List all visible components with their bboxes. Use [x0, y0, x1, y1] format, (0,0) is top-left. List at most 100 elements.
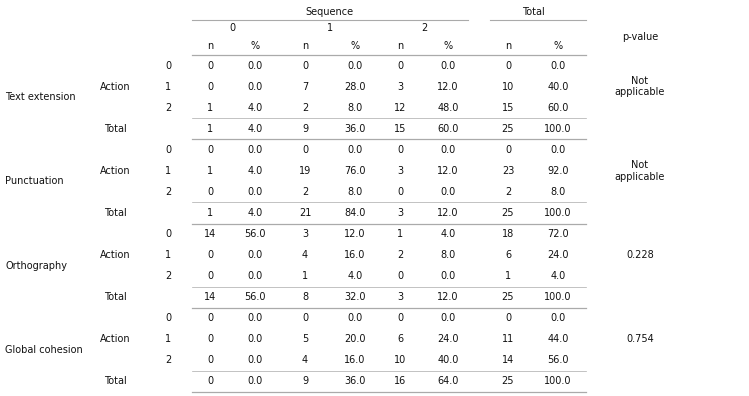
- Text: 0.0: 0.0: [247, 334, 263, 345]
- Text: 0.0: 0.0: [247, 187, 263, 197]
- Text: 2: 2: [302, 187, 308, 197]
- Text: 72.0: 72.0: [548, 229, 568, 239]
- Text: p-value: p-value: [622, 32, 658, 42]
- Text: Not
applicable: Not applicable: [615, 76, 665, 97]
- Text: 0: 0: [207, 82, 213, 91]
- Text: 0: 0: [207, 334, 213, 345]
- Text: 8.0: 8.0: [551, 187, 565, 197]
- Text: 0: 0: [505, 145, 511, 155]
- Text: 92.0: 92.0: [548, 166, 568, 176]
- Text: 11: 11: [502, 334, 514, 345]
- Text: 12.0: 12.0: [437, 208, 458, 218]
- Text: 4.0: 4.0: [247, 124, 263, 134]
- Text: 0: 0: [207, 313, 213, 323]
- Text: 0.0: 0.0: [440, 187, 455, 197]
- Text: 12: 12: [394, 103, 406, 112]
- Text: Sequence: Sequence: [305, 7, 353, 17]
- Text: 4.0: 4.0: [440, 229, 455, 239]
- Text: 0.228: 0.228: [626, 250, 654, 260]
- Text: %: %: [351, 41, 360, 51]
- Text: 4.0: 4.0: [247, 208, 263, 218]
- Text: 18: 18: [502, 229, 514, 239]
- Text: 7: 7: [302, 82, 308, 91]
- Text: Total: Total: [103, 124, 127, 134]
- Text: 4.0: 4.0: [247, 103, 263, 112]
- Text: Orthography: Orthography: [5, 261, 67, 270]
- Text: 1: 1: [165, 166, 171, 176]
- Text: 1: 1: [207, 166, 213, 176]
- Text: 40.0: 40.0: [437, 355, 458, 366]
- Text: 60.0: 60.0: [548, 103, 568, 112]
- Text: 0.0: 0.0: [247, 313, 263, 323]
- Text: 4: 4: [302, 250, 308, 260]
- Text: 16.0: 16.0: [345, 250, 366, 260]
- Text: 8.0: 8.0: [348, 187, 363, 197]
- Text: n: n: [302, 41, 308, 51]
- Text: 2: 2: [302, 103, 308, 112]
- Text: %: %: [250, 41, 260, 51]
- Text: 23: 23: [502, 166, 514, 176]
- Text: 25: 25: [502, 208, 515, 218]
- Text: 21: 21: [299, 208, 311, 218]
- Text: 0: 0: [397, 61, 403, 70]
- Text: 2: 2: [165, 103, 171, 112]
- Text: 0: 0: [229, 23, 236, 33]
- Text: 1: 1: [207, 124, 213, 134]
- Text: 25: 25: [502, 124, 515, 134]
- Text: 56.0: 56.0: [244, 292, 266, 302]
- Text: n: n: [505, 41, 511, 51]
- Text: Action: Action: [100, 82, 130, 91]
- Text: 1: 1: [165, 334, 171, 345]
- Text: 14: 14: [502, 355, 514, 366]
- Text: 0: 0: [302, 145, 308, 155]
- Text: 12.0: 12.0: [345, 229, 366, 239]
- Text: 84.0: 84.0: [345, 208, 366, 218]
- Text: 6: 6: [397, 334, 403, 345]
- Text: 0: 0: [165, 313, 171, 323]
- Text: 24.0: 24.0: [437, 334, 458, 345]
- Text: 0: 0: [207, 355, 213, 366]
- Text: 40.0: 40.0: [548, 82, 568, 91]
- Text: 56.0: 56.0: [244, 229, 266, 239]
- Text: Action: Action: [100, 166, 130, 176]
- Text: 3: 3: [397, 82, 403, 91]
- Text: 8: 8: [302, 292, 308, 302]
- Text: 8.0: 8.0: [348, 103, 363, 112]
- Text: 76.0: 76.0: [345, 166, 366, 176]
- Text: 0: 0: [207, 377, 213, 386]
- Text: Action: Action: [100, 334, 130, 345]
- Text: 0: 0: [207, 250, 213, 260]
- Text: 0: 0: [302, 61, 308, 70]
- Text: 1: 1: [165, 82, 171, 91]
- Text: 0: 0: [505, 61, 511, 70]
- Text: 0.0: 0.0: [551, 61, 565, 70]
- Text: 0: 0: [165, 229, 171, 239]
- Text: %: %: [554, 41, 562, 51]
- Text: 28.0: 28.0: [345, 82, 366, 91]
- Text: 10: 10: [502, 82, 514, 91]
- Text: 4.0: 4.0: [551, 271, 565, 281]
- Text: 0: 0: [207, 145, 213, 155]
- Text: 0.0: 0.0: [440, 271, 455, 281]
- Text: 20.0: 20.0: [345, 334, 366, 345]
- Text: 4.0: 4.0: [348, 271, 363, 281]
- Text: 100.0: 100.0: [545, 208, 571, 218]
- Text: 1: 1: [165, 250, 171, 260]
- Text: 0: 0: [207, 271, 213, 281]
- Text: 1: 1: [397, 229, 403, 239]
- Text: 6: 6: [505, 250, 511, 260]
- Text: 12.0: 12.0: [437, 166, 458, 176]
- Text: 0.0: 0.0: [247, 61, 263, 70]
- Text: 15: 15: [502, 103, 514, 112]
- Text: 0: 0: [397, 145, 403, 155]
- Text: 10: 10: [394, 355, 406, 366]
- Text: 24.0: 24.0: [548, 250, 568, 260]
- Text: 1: 1: [505, 271, 511, 281]
- Text: 4: 4: [302, 355, 308, 366]
- Text: n: n: [207, 41, 213, 51]
- Text: 0.0: 0.0: [440, 145, 455, 155]
- Text: Total: Total: [521, 7, 545, 17]
- Text: 0.0: 0.0: [348, 61, 363, 70]
- Text: 2: 2: [397, 250, 403, 260]
- Text: 0.0: 0.0: [551, 145, 565, 155]
